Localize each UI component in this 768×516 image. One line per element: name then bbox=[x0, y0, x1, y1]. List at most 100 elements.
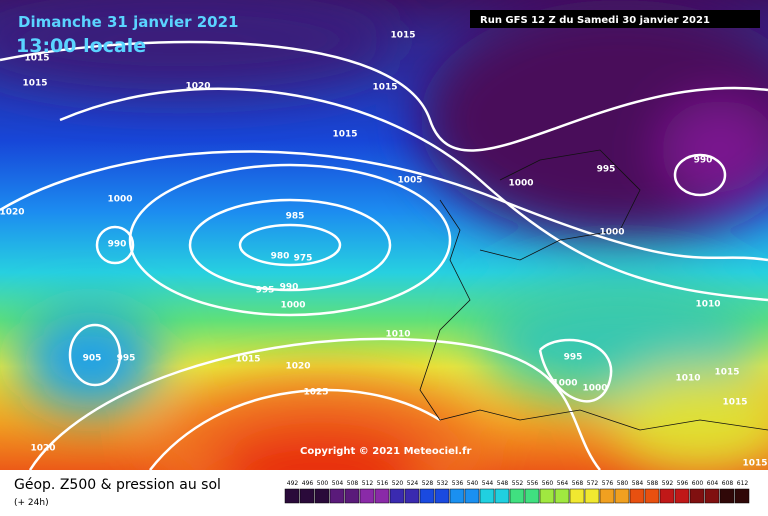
isobar-label: 1020 bbox=[185, 82, 210, 92]
colorbar-label: 500 bbox=[317, 480, 329, 487]
isobar-label: 1000 bbox=[582, 384, 607, 394]
footer-title: Géop. Z500 & pression au sol bbox=[14, 477, 221, 493]
colorbar-swatch bbox=[479, 488, 495, 504]
colorbar-swatch bbox=[344, 488, 360, 504]
isobar-label: 1020 bbox=[30, 444, 55, 454]
colorbar-label: 580 bbox=[617, 480, 629, 487]
run-box bbox=[470, 10, 760, 28]
colorbar-label: 584 bbox=[632, 480, 644, 487]
colorbar-label: 508 bbox=[347, 480, 359, 487]
colorbar-label: 524 bbox=[407, 480, 419, 487]
colorbar-swatch bbox=[614, 488, 630, 504]
colorbar-swatch bbox=[644, 488, 660, 504]
run-info: Run GFS 12 Z du Samedi 30 janvier 2021 bbox=[480, 15, 710, 26]
isobar-label: 1015 bbox=[332, 130, 357, 140]
colorbar-label: 540 bbox=[467, 480, 479, 487]
isobar-label: 980 bbox=[271, 252, 290, 262]
colorbar-label: 504 bbox=[332, 480, 344, 487]
isobar-label: 1010 bbox=[385, 330, 410, 340]
colorbar-label: 596 bbox=[677, 480, 689, 487]
colorbar-label: 544 bbox=[482, 480, 494, 487]
colorbar-swatch bbox=[404, 488, 420, 504]
colorbar-label: 512 bbox=[362, 480, 374, 487]
colorbar-label: 588 bbox=[647, 480, 659, 487]
coastlines bbox=[419, 149, 768, 431]
colorbar-label: 608 bbox=[722, 480, 734, 487]
isobar-label: 905 bbox=[83, 354, 102, 364]
isobar-label: 1015 bbox=[235, 355, 260, 365]
isobar-label: 985 bbox=[286, 212, 305, 222]
isobar-label: 1005 bbox=[397, 176, 422, 186]
colorbar-label: 528 bbox=[422, 480, 434, 487]
isobar-label: 1000 bbox=[508, 179, 533, 189]
colorbar-label: 576 bbox=[602, 480, 614, 487]
isobar-label: 1020 bbox=[285, 362, 310, 372]
isobar-label: 1010 bbox=[675, 374, 700, 384]
isobar-label: 990 bbox=[694, 156, 713, 166]
colorbar-swatch bbox=[284, 488, 300, 504]
isobar-label: 1020 bbox=[0, 208, 25, 218]
colorbar-swatch bbox=[629, 488, 645, 504]
colorbar-label: 556 bbox=[527, 480, 539, 487]
colorbar-swatch bbox=[464, 488, 480, 504]
copyright: Copyright © 2021 Meteociel.fr bbox=[300, 446, 471, 457]
isobar-label: 1015 bbox=[372, 83, 397, 93]
isobar-label: 1015 bbox=[742, 459, 767, 469]
colorbar-swatch bbox=[674, 488, 690, 504]
isobar-label: 1015 bbox=[390, 31, 415, 41]
colorbar-swatch bbox=[389, 488, 405, 504]
isobar-label: 1025 bbox=[303, 388, 328, 398]
colorbar-swatch bbox=[449, 488, 465, 504]
colorbar-swatch bbox=[419, 488, 435, 504]
isobar-label: 995 bbox=[117, 354, 136, 364]
colorbar-swatch bbox=[554, 488, 570, 504]
isobar-label: 1015 bbox=[722, 398, 747, 408]
isobar-label: 1000 bbox=[107, 195, 132, 205]
isobar-label: 990 bbox=[280, 283, 299, 293]
colorbar-swatch bbox=[584, 488, 600, 504]
colorbar-label: 564 bbox=[557, 480, 569, 487]
isobar-label: 975 bbox=[294, 254, 313, 264]
colorbar-swatch bbox=[569, 488, 585, 504]
colorbar-swatch bbox=[719, 488, 735, 504]
colorbar-label: 532 bbox=[437, 480, 449, 487]
colorbar-label: 536 bbox=[452, 480, 464, 487]
isobar-label: 1015 bbox=[24, 54, 49, 64]
isobar-label: 995 bbox=[597, 165, 616, 175]
isobar-label: 1015 bbox=[714, 368, 739, 378]
colorbar-swatch bbox=[704, 488, 720, 504]
isobars bbox=[0, 40, 768, 471]
colorbar-label: 612 bbox=[737, 480, 749, 487]
colorbar-swatch bbox=[539, 488, 555, 504]
colorbar-label: 552 bbox=[512, 480, 524, 487]
colorbar-label: 592 bbox=[662, 480, 674, 487]
colorbar-label: 572 bbox=[587, 480, 599, 487]
isobar-label: 995 bbox=[256, 286, 275, 296]
isobar-label: 1010 bbox=[695, 300, 720, 310]
colorbar-swatch bbox=[689, 488, 705, 504]
time: 13:00 locale bbox=[16, 35, 146, 57]
colorbar-swatch bbox=[329, 488, 345, 504]
colorbar-swatch bbox=[299, 488, 315, 504]
colorbar-label: 516 bbox=[377, 480, 389, 487]
isobar-label: 1015 bbox=[22, 79, 47, 89]
colorbar-swatch bbox=[314, 488, 330, 504]
isobar-label: 995 bbox=[564, 353, 583, 363]
colorbar-label: 604 bbox=[707, 480, 719, 487]
colorbar-swatch bbox=[374, 488, 390, 504]
colorbar-swatch bbox=[494, 488, 510, 504]
colorbar-swatch bbox=[509, 488, 525, 504]
colorbar-swatch bbox=[734, 488, 750, 504]
isobar-label: 990 bbox=[108, 240, 127, 250]
colorbar-label: 548 bbox=[497, 480, 509, 487]
colorbar-label: 520 bbox=[392, 480, 404, 487]
isobar-label: 1000 bbox=[599, 228, 624, 238]
colorbar-swatch bbox=[659, 488, 675, 504]
isobar-label: 1000 bbox=[552, 379, 577, 389]
colorbar-label: 496 bbox=[302, 480, 314, 487]
date: Dimanche 31 janvier 2021 bbox=[18, 13, 239, 31]
colorbar-swatch bbox=[434, 488, 450, 504]
colorbar-label: 600 bbox=[692, 480, 704, 487]
colorbar-swatch bbox=[599, 488, 615, 504]
